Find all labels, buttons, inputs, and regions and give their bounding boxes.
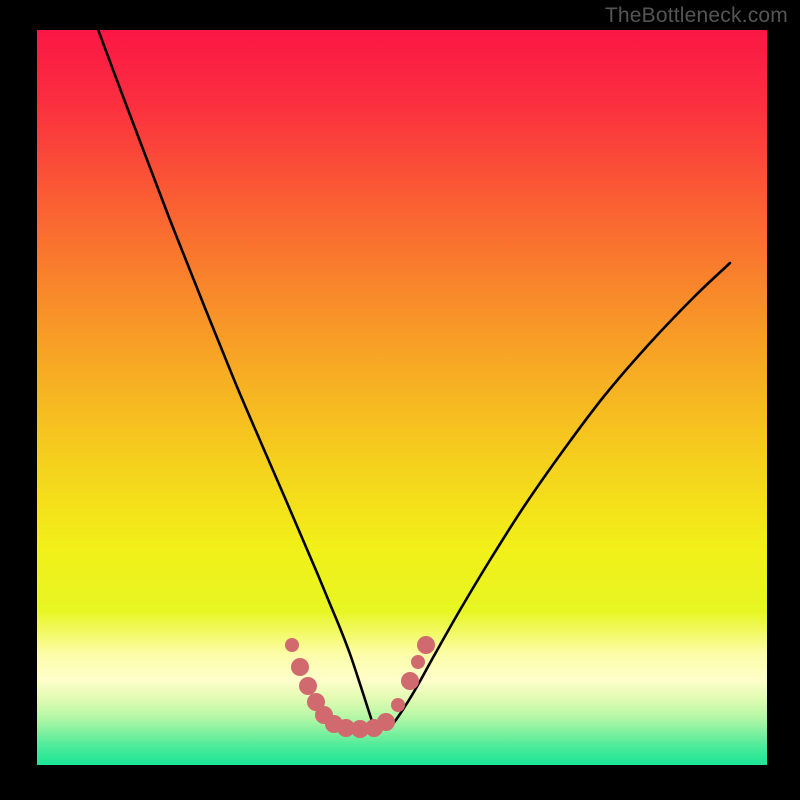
data-point-marker: [417, 636, 435, 654]
watermark: TheBottleneck.com: [605, 4, 788, 28]
data-point-marker: [411, 655, 425, 669]
data-point-marker: [377, 713, 395, 731]
curve-markers: [37, 30, 767, 765]
data-point-marker: [285, 638, 299, 652]
data-point-marker: [401, 672, 419, 690]
plot-area: [37, 30, 767, 765]
data-point-marker: [291, 658, 309, 676]
data-point-marker: [391, 698, 405, 712]
